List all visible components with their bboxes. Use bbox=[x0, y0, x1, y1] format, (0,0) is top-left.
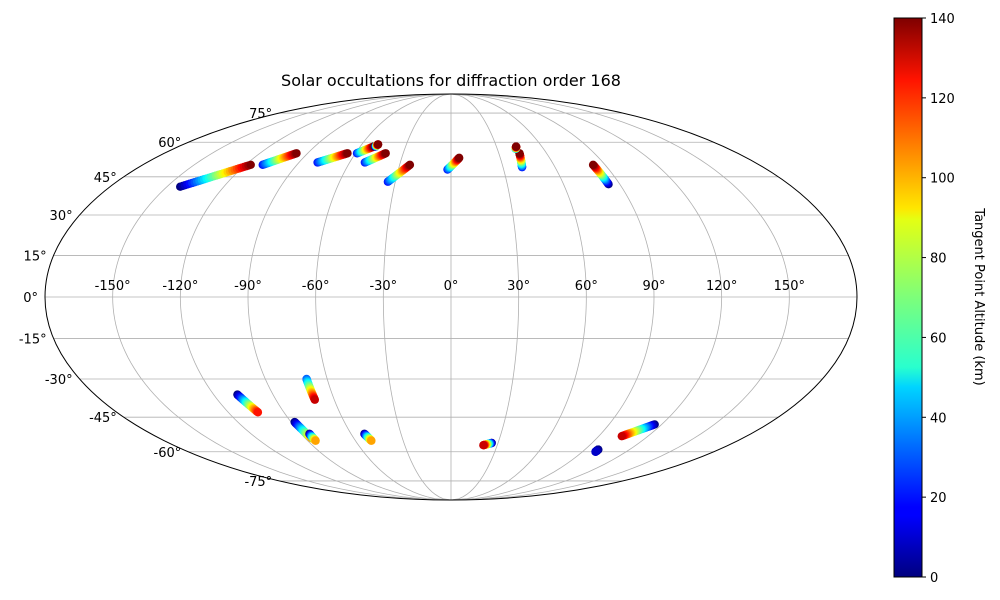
occultation-track bbox=[233, 390, 263, 417]
track-point bbox=[373, 140, 383, 149]
occultation-track bbox=[588, 160, 613, 189]
latitude-tick-label: 0° bbox=[23, 291, 38, 306]
occultation-track bbox=[617, 420, 659, 441]
track-point bbox=[253, 408, 263, 417]
latitude-tick-label: 15° bbox=[24, 249, 47, 264]
latitude-tick-label: 45° bbox=[94, 171, 117, 186]
longitude-tick-label: 120° bbox=[706, 279, 737, 294]
occultation-track bbox=[258, 149, 301, 170]
colorbar-tick-label: 20 bbox=[930, 491, 947, 506]
latitude-tick-label: -45° bbox=[89, 411, 117, 426]
occultation-track bbox=[515, 149, 527, 172]
occultation-tracks bbox=[176, 140, 659, 456]
latitude-tick-label: 30° bbox=[50, 209, 73, 224]
track-point bbox=[310, 395, 320, 404]
track-point bbox=[588, 160, 598, 170]
colorbar-tick-label: 80 bbox=[930, 252, 947, 267]
latitude-tick-label: -75° bbox=[244, 475, 272, 490]
longitude-tick-label: 150° bbox=[774, 279, 805, 294]
map-boundary bbox=[44, 93, 858, 501]
latitude-tick-label: 75° bbox=[249, 107, 272, 122]
longitude-tick-label: 90° bbox=[642, 279, 665, 294]
occultation-track bbox=[591, 445, 603, 456]
occultation-track bbox=[352, 142, 378, 158]
longitude-tick-label: -60° bbox=[302, 279, 330, 294]
colorbar bbox=[893, 17, 923, 578]
colorbar-tick-label: 0 bbox=[930, 571, 938, 586]
latitude-tick-label: -30° bbox=[45, 373, 73, 388]
occultation-track bbox=[443, 153, 464, 174]
occultation-track bbox=[371, 140, 383, 151]
colorbar-ticks: 0 20 40 60 80 100 120 140 bbox=[922, 12, 955, 586]
colorbar-tick-label: 100 bbox=[930, 172, 955, 187]
track-point bbox=[311, 436, 320, 445]
track-point bbox=[617, 431, 626, 441]
latitude-tick-label: -60° bbox=[154, 446, 182, 461]
latitude-tick-label: 60° bbox=[158, 136, 181, 151]
latitude-tick-label: -15° bbox=[19, 333, 47, 348]
colorbar-tick-label: 60 bbox=[930, 331, 947, 346]
track-point bbox=[246, 160, 255, 170]
longitude-tick-label: 60° bbox=[575, 279, 598, 294]
track-point bbox=[479, 441, 488, 450]
track-point bbox=[367, 436, 376, 445]
longitude-tick-label: -150° bbox=[95, 279, 131, 294]
longitude-tick-label: 0° bbox=[444, 279, 459, 294]
occultation-track bbox=[313, 149, 352, 167]
track-point bbox=[591, 447, 600, 456]
occultation-track bbox=[302, 374, 320, 404]
longitude-tick-label: -120° bbox=[162, 279, 198, 294]
latitude-tick-labels: -75° -60° -45° -30° -15° 0° 15° 30° 45° 60° 75° bbox=[19, 107, 272, 490]
track-point bbox=[511, 142, 521, 151]
colorbar-tick-label: 40 bbox=[930, 411, 947, 426]
chart-title: Solar occultations for diffraction order… bbox=[281, 71, 621, 90]
occultation-track bbox=[360, 149, 390, 167]
track-point bbox=[343, 149, 352, 158]
occultation-track bbox=[305, 429, 320, 445]
colorbar-label: Tangent Point Altitude (km) bbox=[971, 207, 986, 385]
colorbar-tick-label: 120 bbox=[930, 92, 955, 107]
longitude-tick-labels: -150° -120° -90° -60° -30° 0° 30° 60° 90° 120° 150… bbox=[95, 279, 805, 294]
longitude-tick-label: -90° bbox=[234, 279, 262, 294]
occultation-track bbox=[479, 438, 496, 450]
occultation-track bbox=[383, 160, 415, 186]
track-point bbox=[292, 149, 301, 158]
track-point bbox=[405, 160, 415, 170]
occultation-track bbox=[511, 142, 521, 153]
longitude-tick-label: -30° bbox=[369, 279, 397, 294]
longitude-tick-label: 30° bbox=[507, 279, 530, 294]
occultation-track bbox=[176, 160, 255, 191]
graticule bbox=[45, 94, 857, 500]
track-point bbox=[455, 153, 464, 163]
occultation-track bbox=[360, 429, 376, 445]
colorbar-tick-label: 140 bbox=[930, 12, 955, 27]
track-point bbox=[381, 149, 390, 158]
